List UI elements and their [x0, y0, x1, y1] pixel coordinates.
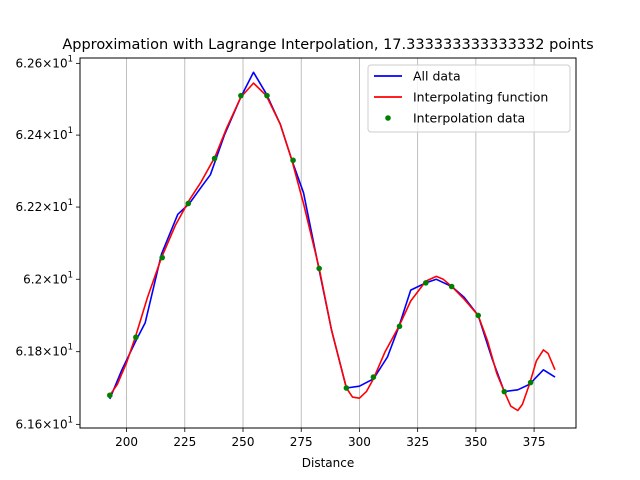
series-line-1: [109, 82, 556, 412]
y-tick-exponent: 1: [68, 126, 73, 136]
data-point: [501, 388, 508, 395]
data-point: [475, 312, 481, 319]
data-point: [316, 265, 322, 272]
data-point: [133, 334, 139, 340]
legend-label: All data: [413, 69, 461, 84]
plot-series: [107, 71, 556, 412]
data-point: [107, 392, 113, 399]
data-point: [527, 379, 534, 386]
data-point: [343, 385, 350, 391]
legend-swatch-marker: [385, 115, 391, 121]
y-tick-label: 6.26×101: [16, 54, 73, 70]
x-tick-label: 300: [348, 435, 371, 449]
legend: All data Interpolating function Interpolat…: [367, 64, 571, 133]
data-point: [238, 92, 244, 99]
chart-title: Approximation with Lagrange Interpolatio…: [62, 37, 593, 53]
y-tick-mantissa: 6.2: [23, 272, 42, 286]
legend-entries: All data Interpolating function Interpolat…: [374, 69, 548, 126]
x-axis: 200 225 250 275 300 325 350 375: [115, 428, 546, 449]
y-tick-exponent: 1: [68, 270, 73, 280]
y-tick-label: 6.24×101: [16, 126, 73, 142]
data-point: [211, 155, 218, 162]
data-point: [448, 283, 455, 290]
y-tick-mantissa: 6.16: [16, 417, 43, 431]
x-tick-label: 250: [232, 435, 255, 449]
x-tick-label: 350: [464, 435, 487, 449]
y-tick-label: 6.22×101: [16, 198, 73, 214]
y-tick-mantissa: 6.26: [16, 56, 43, 70]
x-tick-label: 225: [173, 435, 196, 449]
x-tick-label: 200: [115, 435, 138, 449]
y-tick-label: 6.2×101: [23, 270, 73, 286]
data-point: [423, 280, 429, 286]
x-tick-label: 375: [523, 435, 546, 449]
y-tick-mantissa: 6.22: [16, 200, 43, 214]
y-tick-label: 6.18×101: [16, 343, 73, 359]
plot-area-frame: [79, 57, 577, 429]
data-point: [290, 157, 296, 164]
data-point: [159, 254, 166, 261]
y-tick-label: 6.16×101: [16, 415, 73, 431]
x-tick-label: 275: [290, 435, 313, 449]
y-tick-exponent: 1: [68, 415, 73, 425]
y-tick-exponent: 1: [68, 198, 73, 208]
legend-label: Interpolating function: [413, 90, 548, 105]
data-point: [396, 323, 403, 330]
y-tick-exponent: 1: [68, 54, 73, 64]
legend-box: [367, 64, 571, 133]
y-tick-mantissa: 6.24: [16, 128, 43, 142]
y-tick-exponent: 1: [68, 343, 73, 353]
legend-label: Interpolation data: [413, 111, 525, 126]
data-point: [370, 374, 377, 380]
x-tick-label: 325: [406, 435, 429, 449]
data-point: [264, 92, 270, 99]
x-axis-label: Distance: [302, 456, 354, 470]
data-point: [185, 200, 192, 207]
y-tick-mantissa: 6.18: [16, 345, 43, 359]
y-axis: 6.16×1016.18×1016.2×1016.22×1016.24×1016…: [16, 54, 80, 431]
